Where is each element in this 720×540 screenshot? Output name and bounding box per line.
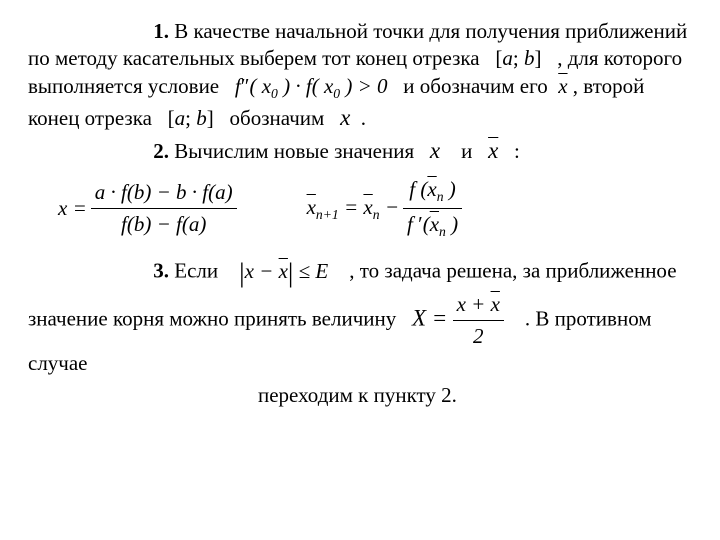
paragraph-1: 1. В качестве начальной точки для получе… <box>28 18 692 132</box>
fl-num: a · f(b) − b · f(a) <box>91 179 237 209</box>
xbar-1: x <box>558 74 567 98</box>
fl-den: f(b) − f(a) <box>91 209 237 238</box>
paragraph-2: 2. Вычислим новые значения x и x : <box>28 136 692 166</box>
fr-lhs: xn+1 = xn − <box>307 194 399 224</box>
paragraph-3: 3. Если |x − x| ≤ E , то задача решена, … <box>28 255 692 377</box>
step-number-1: 1. <box>153 19 169 43</box>
formula-right: xn+1 = xn − f (xn ) f (xn ) <box>307 176 463 241</box>
fr-den: f (xn ) <box>403 209 462 241</box>
ff-den: 2 <box>453 321 504 350</box>
xbar-2: x <box>488 138 498 163</box>
p2-text-1: Вычислим новые значения <box>174 139 414 163</box>
x-var-2: x <box>430 138 440 163</box>
p1-dot: . <box>361 106 366 130</box>
p2-and: и <box>461 139 472 163</box>
p1-text-5: обозначим <box>230 106 325 130</box>
fr-num: f (xn ) <box>403 176 462 209</box>
final-formula: X = x + x 2 <box>412 291 504 351</box>
interval-1: [a; b] <box>495 46 541 70</box>
step-number-3: 3. <box>153 259 169 283</box>
formula-left: x = a · f(b) − b · f(a) f(b) − f(a) <box>58 179 237 239</box>
condition-formula: f( x0 ) · f( x0 ) > 0 <box>235 74 388 98</box>
p1-text-3: и обозначим его <box>403 74 547 98</box>
p2-colon: : <box>514 139 520 163</box>
step-number-2: 2. <box>153 139 169 163</box>
inequality: |x − x| ≤ E <box>239 259 328 283</box>
x-var-1: x <box>340 105 350 130</box>
p3-text-1: Если <box>174 259 218 283</box>
ff-lhs: X = <box>412 305 447 330</box>
formula-row: x = a · f(b) − b · f(a) f(b) − f(a) xn+1… <box>28 176 692 241</box>
interval-2: [a; b] <box>168 106 214 130</box>
ff-num: x + x <box>453 291 504 321</box>
fl-lhs: x = <box>58 196 87 220</box>
p3-final-line: переходим к пункту 2. <box>258 382 692 409</box>
